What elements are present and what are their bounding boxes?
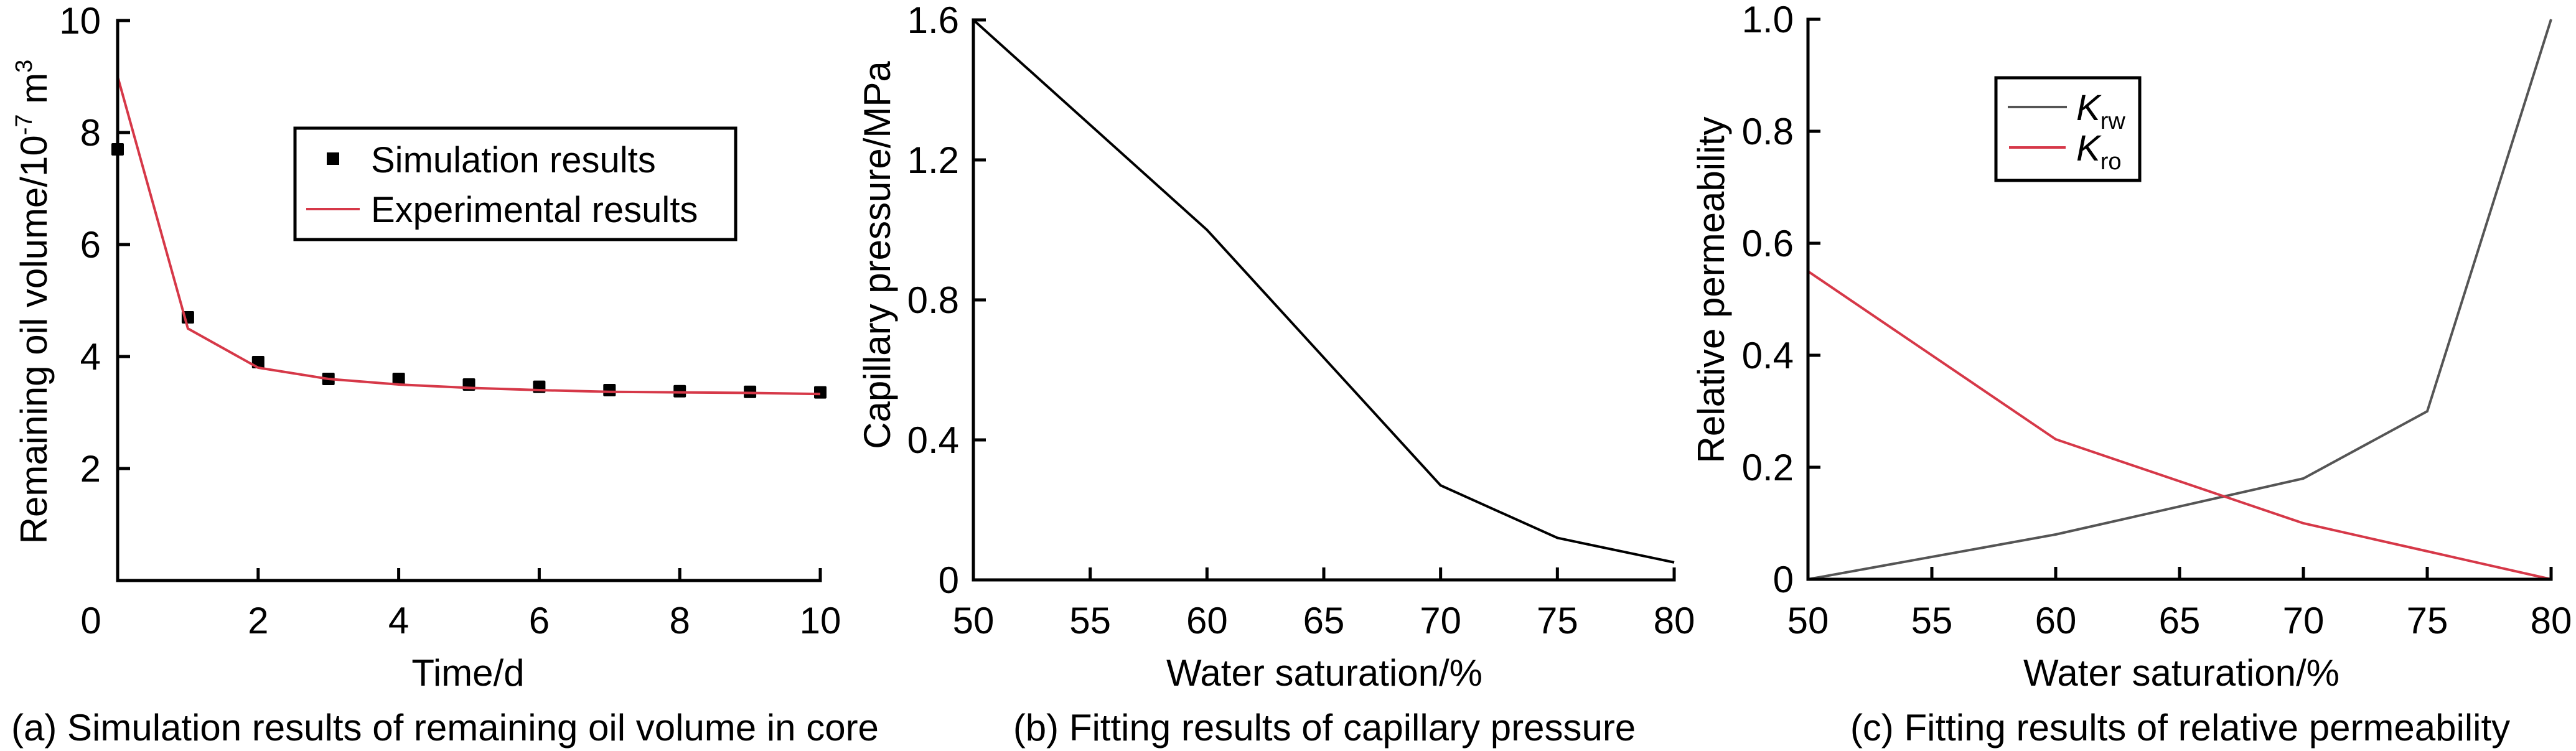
chart-b-x-tick-label: 60 bbox=[1186, 600, 1228, 641]
chart-a-x-tick-labels: 0 2 4 6 8 10 bbox=[80, 600, 841, 641]
chart-a-y-axis-title-base: Remaining oil volume/10 bbox=[13, 135, 55, 544]
chart-a-y-tick-label: 8 bbox=[80, 112, 101, 154]
chart-b-x-tick-label: 65 bbox=[1303, 600, 1345, 641]
chart-c-y-tick-label: 0.8 bbox=[1742, 111, 1794, 152]
chart-b-capillary-pressure: 0 0.4 0.8 1.2 1.6 50 55 60 65 70 75 80 Capillary p… bbox=[856, 0, 1695, 749]
legend-label-experimental: Experimental results bbox=[371, 190, 698, 230]
chart-a-marker-simulation-results bbox=[814, 386, 827, 399]
chart-c-x-tick-label: 65 bbox=[2159, 600, 2201, 641]
chart-c-y-tick-label: 0.6 bbox=[1742, 223, 1794, 264]
chart-b-marks bbox=[973, 20, 1674, 562]
chart-c-caption: (c) Fitting results of relative permeabi… bbox=[1850, 707, 2510, 749]
chart-b-x-tick-label: 70 bbox=[1420, 600, 1461, 641]
chart-a-x-axis-title: Time/d bbox=[411, 652, 524, 694]
chart-c-legend: Krw Kro bbox=[1996, 78, 2140, 180]
chart-a-y-axis-title-mid: m bbox=[13, 73, 55, 114]
chart-b-series-capillary-pressure bbox=[973, 20, 1674, 562]
chart-c-relative-permeability: 0 0.2 0.4 0.6 0.8 1.0 50 55 60 65 70 75 80 Relative… bbox=[1690, 0, 2572, 749]
legend-label-kro-sub: ro bbox=[2101, 149, 2122, 175]
chart-a-y-tick-labels: 2 4 6 8 10 bbox=[59, 0, 101, 490]
chart-b-x-tick-label: 55 bbox=[1069, 600, 1111, 641]
chart-c-x-tick-label: 50 bbox=[1787, 600, 1829, 641]
chart-a-x-tick-label: 10 bbox=[800, 600, 841, 641]
chart-b-y-tick-label: 1.6 bbox=[907, 0, 959, 41]
chart-c-y-tick-labels: 0 0.2 0.4 0.6 0.8 1.0 bbox=[1742, 0, 1794, 600]
chart-b-x-tick-label: 80 bbox=[1654, 600, 1695, 641]
chart-a-y-axis-title: Remaining oil volume/10-7 m3 bbox=[11, 60, 55, 544]
chart-b-caption: (b) Fitting results of capillary pressur… bbox=[1013, 707, 1636, 749]
chart-c-x-tick-label: 70 bbox=[2283, 600, 2325, 641]
legend-label-simulation: Simulation results bbox=[371, 140, 656, 180]
chart-a-x-tick-label: 0 bbox=[80, 600, 101, 641]
chart-c-y-tick-label: 0.4 bbox=[1742, 335, 1794, 376]
chart-b-x-tick-label: 50 bbox=[953, 600, 995, 641]
chart-a-caption: (a) Simulation results of remaining oil … bbox=[11, 707, 879, 749]
chart-a-y-axis-title-exp2: 3 bbox=[11, 60, 37, 73]
chart-b-axes bbox=[972, 19, 1676, 581]
chart-a-x-tick-label: 6 bbox=[529, 600, 550, 641]
chart-a-x-tick-label: 8 bbox=[670, 600, 690, 641]
chart-c-x-tick-labels: 50 55 60 65 70 75 80 bbox=[1787, 600, 2572, 641]
chart-c-x-tick-label: 55 bbox=[1911, 600, 1953, 641]
chart-b-y-tick-label: 1.2 bbox=[907, 139, 959, 181]
legend-label-krw-main: K bbox=[2076, 88, 2102, 128]
chart-c-x-axis-title: Water saturation/% bbox=[2023, 652, 2339, 694]
chart-b-x-tick-label: 75 bbox=[1537, 600, 1578, 641]
chart-b-x-tick-labels: 50 55 60 65 70 75 80 bbox=[953, 600, 1695, 641]
chart-c-axes bbox=[1807, 18, 2553, 580]
legend-label-kro-main: K bbox=[2076, 128, 2102, 169]
legend-label-krw-sub: rw bbox=[2101, 108, 2126, 134]
chart-b-x-axis-title: Water saturation/% bbox=[1166, 652, 1482, 694]
chart-b-y-tick-labels: 0 0.4 0.8 1.2 1.6 bbox=[907, 0, 959, 601]
chart-a-remaining-oil-volume: 2 4 6 8 10 0 2 4 6 8 10 Remaining oil volume/10-7… bbox=[11, 0, 879, 749]
chart-c-x-tick-label: 60 bbox=[2035, 600, 2077, 641]
chart-a-x-tick-label: 2 bbox=[248, 600, 268, 641]
chart-a-x-tick-label: 4 bbox=[388, 600, 409, 641]
chart-a-y-tick-label: 2 bbox=[80, 448, 101, 490]
chart-c-x-tick-label: 75 bbox=[2407, 600, 2448, 641]
chart-b-y-axis-title: Capillary pressure/MPa bbox=[856, 61, 898, 449]
chart-c-series-kro bbox=[1808, 271, 2551, 579]
chart-c-x-tick-label: 80 bbox=[2531, 600, 2572, 641]
chart-a-y-tick-label: 6 bbox=[80, 224, 101, 266]
chart-a-axes bbox=[116, 19, 822, 581]
chart-b-y-tick-label: 0.4 bbox=[907, 419, 959, 461]
chart-c-y-axis-title: Relative permeability bbox=[1690, 117, 1732, 464]
chart-c-series-krw bbox=[1808, 19, 2551, 579]
chart-a-y-axis-title-exp1: -7 bbox=[11, 114, 37, 135]
chart-a-legend: Simulation results Experimental results bbox=[295, 128, 736, 240]
chart-c-marks bbox=[1808, 19, 2551, 579]
chart-a-y-tick-label: 4 bbox=[80, 336, 101, 378]
chart-b-y-tick-label: 0.8 bbox=[907, 279, 959, 321]
legend-marker-simulation bbox=[327, 152, 339, 165]
chart-a-marker-simulation-results bbox=[603, 384, 616, 396]
chart-c-y-tick-label: 0 bbox=[1773, 559, 1794, 600]
chart-a-y-tick-label: 10 bbox=[59, 0, 101, 42]
chart-c-y-tick-label: 0.2 bbox=[1742, 447, 1794, 488]
chart-b-y-tick-label: 0 bbox=[939, 559, 959, 601]
chart-c-y-tick-label: 1.0 bbox=[1742, 0, 1794, 40]
